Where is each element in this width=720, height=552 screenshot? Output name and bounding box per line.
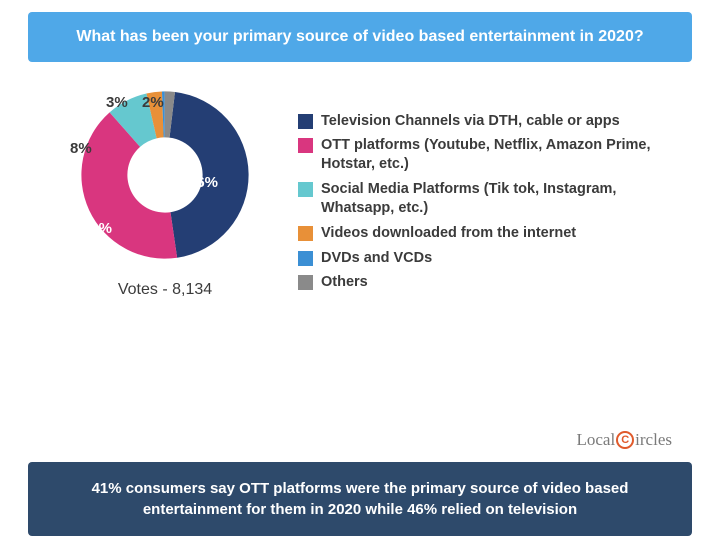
legend-item: Others — [298, 273, 684, 292]
brand-part1: Local — [576, 430, 615, 450]
donut-wrap: 46% 41% 8% 3% 2% Votes - 8,134 — [60, 80, 270, 299]
chart-area: 46% 41% 8% 3% 2% Votes - 8,134 Television Ch… — [0, 70, 720, 299]
summary-text: 41% consumers say OTT platforms were the… — [92, 480, 629, 518]
pct-label: 41% — [82, 220, 112, 237]
votes-count: Votes - 8,134 — [60, 281, 270, 299]
legend-item: DVDs and VCDs — [298, 249, 684, 268]
legend-swatch — [298, 138, 313, 153]
legend-swatch — [298, 114, 313, 129]
legend-item: Social Media Platforms (Tik tok, Instagr… — [298, 180, 684, 218]
legend-item: OTT platforms (Youtube, Netflix, Amazon … — [298, 136, 684, 174]
pct-label: 3% — [106, 94, 128, 111]
donut-chart — [70, 80, 260, 270]
legend-swatch — [298, 275, 313, 290]
pct-label: 2% — [142, 94, 164, 111]
brand-part2: ircles — [635, 430, 672, 450]
pct-label: 46% — [188, 174, 218, 191]
legend: Television Channels via DTH, cable or ap… — [298, 82, 684, 299]
question-text: What has been your primary source of vid… — [76, 28, 643, 45]
legend-label: Television Channels via DTH, cable or ap… — [321, 112, 620, 131]
brand-circle-icon: C — [616, 431, 634, 449]
brand-logo: LocalCircles — [576, 430, 672, 450]
legend-swatch — [298, 226, 313, 241]
legend-label: OTT platforms (Youtube, Netflix, Amazon … — [321, 136, 684, 174]
question-banner: What has been your primary source of vid… — [28, 12, 692, 62]
legend-label: DVDs and VCDs — [321, 249, 432, 268]
legend-item: Television Channels via DTH, cable or ap… — [298, 112, 684, 131]
legend-label: Videos downloaded from the internet — [321, 224, 576, 243]
legend-label: Social Media Platforms (Tik tok, Instagr… — [321, 180, 684, 218]
legend-swatch — [298, 182, 313, 197]
legend-swatch — [298, 251, 313, 266]
legend-label: Others — [321, 273, 368, 292]
legend-item: Videos downloaded from the internet — [298, 224, 684, 243]
summary-banner: 41% consumers say OTT platforms were the… — [28, 462, 692, 536]
pct-label: 8% — [70, 140, 92, 157]
